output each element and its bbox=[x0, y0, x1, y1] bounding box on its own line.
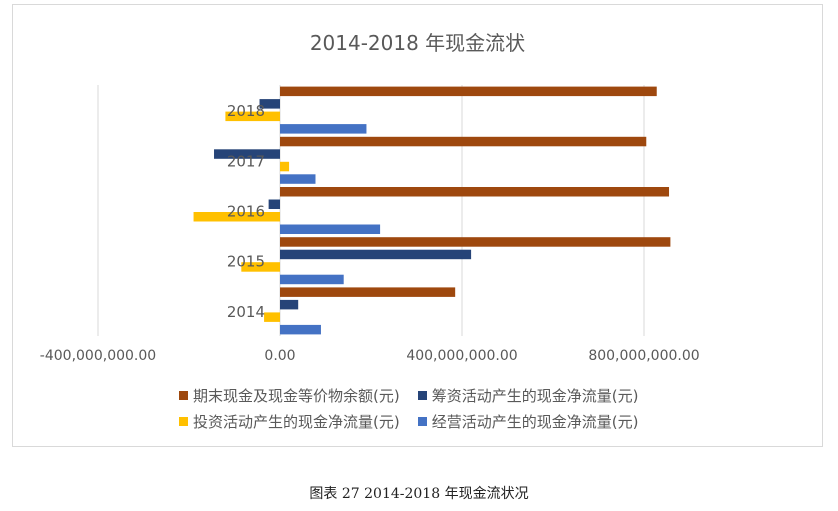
legend-swatch bbox=[179, 390, 188, 400]
legend-label: 筹资活动产生的现金净流量(元) bbox=[431, 386, 639, 405]
legend-label: 投资活动产生的现金净流量(元) bbox=[193, 412, 400, 431]
bar bbox=[280, 136, 647, 147]
bar bbox=[280, 124, 367, 134]
legend-swatch bbox=[417, 390, 427, 400]
legend-item: 投资活动产生的现金净流量(元) bbox=[179, 411, 400, 432]
bar bbox=[264, 312, 280, 322]
bar bbox=[280, 287, 456, 297]
x-tick-label: -400,000,000.00 bbox=[40, 348, 156, 364]
legend-row-1: 期末现金及现金等价物余额(元) 筹资活动产生的现金净流量(元) bbox=[179, 382, 739, 408]
legend-swatch bbox=[179, 416, 188, 426]
legend-label: 经营活动产生的现金净流量(元) bbox=[431, 412, 639, 431]
bar bbox=[225, 111, 280, 122]
y-category-label: 2014 bbox=[227, 303, 265, 321]
legend-label: 期末现金及现金等价物余额(元) bbox=[193, 386, 400, 405]
bar bbox=[259, 99, 280, 109]
bar bbox=[280, 161, 290, 172]
legend-swatch bbox=[417, 416, 427, 426]
bar bbox=[241, 262, 280, 272]
legend-item: 经营活动产生的现金净流量(元) bbox=[417, 411, 639, 432]
legend-item: 筹资活动产生的现金净流量(元) bbox=[417, 385, 639, 406]
bar bbox=[214, 149, 280, 159]
bar bbox=[280, 249, 472, 260]
chart-plot: -400,000,000.00 0.00 400,000,000.00 800,000… bbox=[40, 85, 700, 364]
bar bbox=[280, 86, 657, 97]
chart-legend: 期末现金及现金等价物余额(元) 筹资活动产生的现金净流量(元) 投资活动产生的现… bbox=[179, 382, 739, 434]
y-category-label: 2018 bbox=[227, 102, 265, 120]
y-category-label: 2017 bbox=[227, 152, 265, 170]
chart-frame: 2014-2018 年现金流状 -400,000,000.00 0.00 400,0… bbox=[12, 4, 823, 447]
bar bbox=[280, 224, 381, 234]
bar bbox=[280, 324, 321, 335]
chart-title: 2014-2018 年现金流状 bbox=[309, 31, 526, 55]
bar bbox=[280, 274, 344, 285]
bar bbox=[280, 299, 299, 310]
bar bbox=[280, 237, 671, 247]
bar bbox=[268, 199, 280, 209]
figure-caption: 图表 27 2014-2018 年现金流状况 bbox=[309, 486, 529, 502]
x-tick-label: 0.00 bbox=[264, 348, 295, 364]
bar bbox=[193, 212, 280, 222]
y-category-label: 2015 bbox=[227, 253, 265, 271]
bar bbox=[280, 187, 670, 197]
x-tick-label: 400,000,000.00 bbox=[406, 348, 517, 364]
legend-item: 期末现金及现金等价物余额(元) bbox=[179, 385, 400, 406]
legend-row-2: 投资活动产生的现金净流量(元) 经营活动产生的现金净流量(元) bbox=[179, 408, 739, 434]
bar bbox=[280, 174, 316, 184]
y-category-label: 2016 bbox=[227, 203, 265, 221]
x-tick-label: 800,000,000.00 bbox=[588, 348, 699, 364]
